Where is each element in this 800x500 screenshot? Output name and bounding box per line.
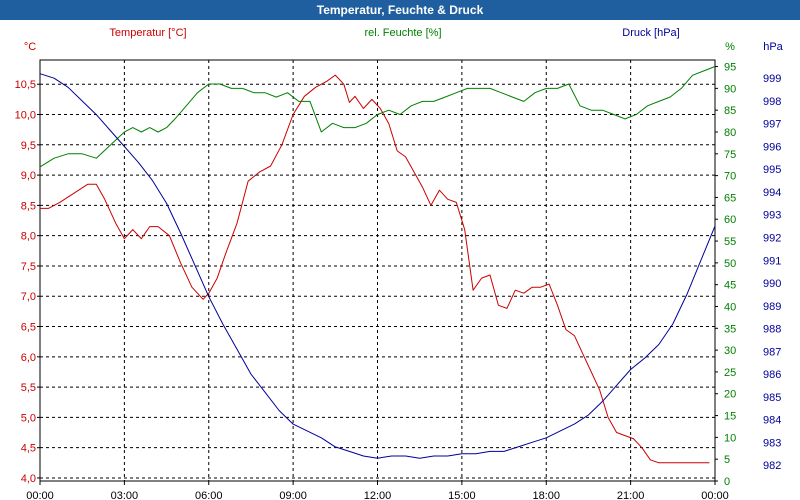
humidity-tick-label: 55 (724, 236, 736, 248)
temperature-axis-label: Temperatur [°C] (109, 27, 186, 39)
pressure-tick-label: 988 (763, 324, 781, 336)
temperature-tick-label: 7,5 (21, 261, 36, 273)
pressure-tick-label: 996 (763, 141, 781, 153)
pressure-ticks: 999 998 997 996 995 994 993 992 991 990 989 988 987 9… (763, 73, 781, 472)
pressure-tick-label: 982 (763, 460, 781, 472)
x-tick-time: 12:00 (364, 490, 392, 500)
temperature-tick-label: 9,5 (21, 140, 36, 152)
pressure-tick-label: 992 (763, 233, 781, 245)
pressure-tick-label: 990 (763, 278, 781, 290)
pressure-tick-label: 991 (763, 255, 781, 267)
humidity-tick-label: 85 (724, 105, 736, 117)
temperature-tick-label: 4,5 (21, 443, 36, 455)
x-tick-time: 03:00 (111, 490, 139, 500)
pressure-tick-label: 995 (763, 164, 781, 176)
humidity-tick-label: 40 (724, 301, 736, 313)
pressure-tick-label: 985 (763, 392, 781, 404)
temperature-tick-label: 4,0 (21, 473, 36, 485)
x-tick-time: 15:00 (448, 490, 476, 500)
humidity-tick-label: 5 (724, 454, 730, 466)
pressure-tick-label: 989 (763, 301, 781, 313)
pressure-tick-label: 997 (763, 119, 781, 131)
humidity-tick-label: 50 (724, 258, 736, 270)
temperature-tick-label: 6,0 (21, 352, 36, 364)
temperature-tick-label: 10,0 (15, 110, 36, 122)
humidity-tick-label: 0 (724, 476, 730, 488)
pressure-tick-label: 986 (763, 369, 781, 381)
humidity-tick-label: 60 (724, 214, 736, 226)
pressure-tick-label: 984 (763, 415, 781, 427)
x-tick-time: 00:00 (701, 490, 729, 500)
humidity-series-line (39, 66, 716, 168)
pressure-tick-label: 987 (763, 346, 781, 358)
humidity-tick-label: 95 (724, 62, 736, 74)
x-tick-time: 09:00 (279, 490, 307, 500)
x-tick-time: 00:00 (26, 490, 54, 500)
temperature-tick-label: 10,5 (15, 79, 36, 91)
humidity-tick-label: 35 (724, 323, 736, 335)
humidity-tick-label: 70 (724, 171, 736, 183)
pressure-tick-label: 983 (763, 437, 781, 449)
temperature-tick-label: 8,5 (21, 200, 36, 212)
pressure-tick-label: 994 (763, 187, 781, 199)
humidity-tick-label: 80 (724, 127, 736, 139)
chart-area: °C Temperatur [°C] rel. Feuchte [%] % Dr… (15, 27, 784, 500)
temperature-tick-label: 6,5 (21, 322, 36, 334)
humidity-tick-label: 25 (724, 367, 736, 379)
x-tick-time: 06:00 (195, 490, 223, 500)
temperature-tick-label: 7,0 (21, 291, 36, 303)
humidity-tick-label: 45 (724, 280, 736, 292)
temperature-tick-label: 8,0 (21, 231, 36, 243)
humidity-tick-label: 10 (724, 432, 736, 444)
humidity-tick-label: 20 (724, 389, 736, 401)
temperature-tick-label: 5,0 (21, 412, 36, 424)
x-tick-time: 21:00 (617, 490, 645, 500)
pressure-tick-label: 998 (763, 96, 781, 108)
grid (40, 60, 715, 481)
temperature-series-line (40, 74, 710, 464)
temperature-ticks: 10,5 10,0 9,5 9,0 8,5 8,0 7,5 7,0 6,5 6,0 5,5 5,0 4,… (15, 79, 40, 485)
temperature-tick-label: 9,0 (21, 170, 36, 182)
pressure-series-line (39, 73, 716, 459)
x-tick-time: 18:00 (532, 490, 560, 500)
temperature-unit-label: °C (24, 41, 36, 53)
series-lines (39, 66, 716, 464)
pressure-unit-label: hPa (763, 41, 783, 53)
x-ticks: 00:0010.02.1903:0010.02.1906:0010.02.190… (26, 481, 729, 500)
humidity-unit-label: % (725, 41, 735, 53)
humidity-tick-label: 30 (724, 345, 736, 357)
temperature-tick-label: 5,5 (21, 382, 36, 394)
pressure-tick-label: 999 (763, 73, 781, 85)
chart-title: Temperatur, Feuchte & Druck (0, 0, 800, 20)
humidity-axis-label: rel. Feuchte [%] (364, 27, 441, 39)
humidity-tick-label: 75 (724, 149, 736, 161)
humidity-tick-label: 90 (724, 83, 736, 95)
pressure-axis-label: Druck [hPa] (622, 27, 679, 39)
humidity-tick-label: 15 (724, 411, 736, 423)
pressure-tick-label: 993 (763, 210, 781, 222)
humidity-tick-label: 65 (724, 192, 736, 204)
